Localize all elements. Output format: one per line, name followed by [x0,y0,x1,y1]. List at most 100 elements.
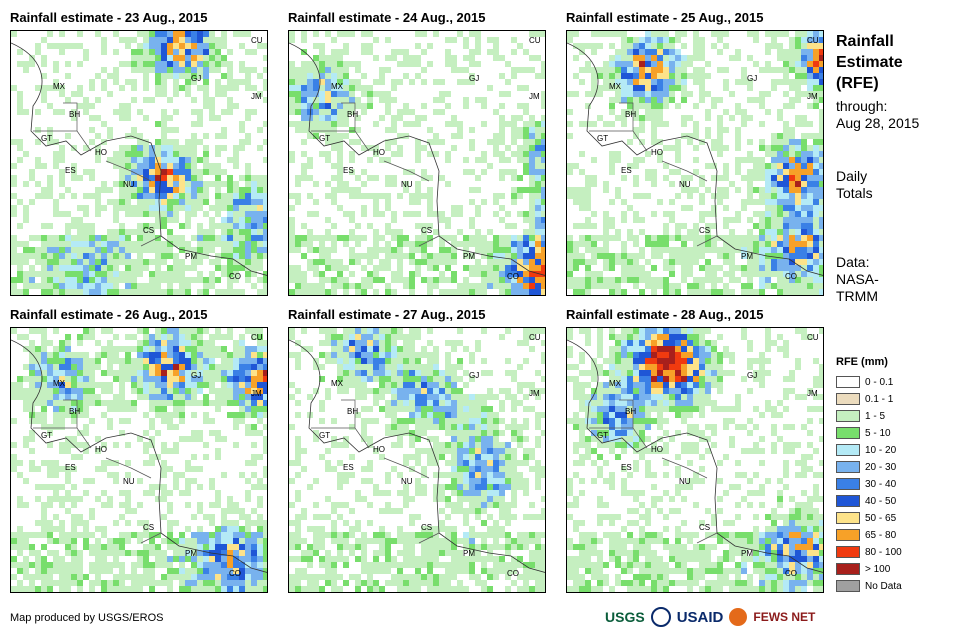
country-label-gt: GT [597,431,608,440]
country-label-cu: CU [251,333,263,342]
panel-title-1: Rainfall estimate - 23 Aug., 2015 [10,10,208,25]
legend-item: 1 - 5 [836,408,885,424]
rainfall-raster: CU GJ JM MX BH GT HO ES NU CS PM CO [567,31,823,295]
country-label-cs: CS [421,226,432,235]
country-label-bh: BH [347,110,358,119]
legend-label: 30 - 40 [865,478,897,490]
fews-globe-icon [729,608,748,626]
country-label-ho: HO [651,445,663,454]
country-label-pm: PM [185,252,197,261]
country-label-nu: NU [123,477,135,486]
country-label-gt: GT [41,134,52,143]
data-line-2: NASA- [836,271,879,287]
country-label-co: CO [785,569,797,578]
rainfall-raster: CU GJ JM MX BH GT HO ES NU CS PM CO [567,328,823,592]
legend-item: 80 - 100 [836,544,902,560]
through-date: Aug 28, 2015 [836,115,920,131]
legend-swatch [836,427,860,439]
country-borders [589,102,718,247]
rainfall-map-1: CU GJ JM MX BH GT HO ES NU CS PM CO [10,30,268,296]
map-credit: Map produced by USGS/EROS [10,612,164,624]
legend-label: 10 - 20 [865,444,897,456]
legend-swatch [836,478,860,490]
legend-heading: Rainfall Estimate (RFE) [836,31,903,94]
country-label-cs: CS [421,523,432,532]
country-borders [589,399,718,544]
data-source-block: Data: NASA- TRMM [836,254,879,305]
usaid-logo: USAID [676,608,724,626]
country-label-bh: BH [625,407,636,416]
rainfall-raster: CU GJ JM MX BH GT HO ES NU CS PM CO [11,31,267,295]
legend-swatch [836,461,860,473]
country-label-jm: JM [251,389,262,398]
country-label-nu: NU [123,180,135,189]
rainfall-map-2: CU GJ JM MX BH GT HO ES NU CS PM CO [288,30,546,296]
country-label-mx: MX [331,82,344,91]
country-label-cs: CS [699,226,710,235]
country-label-cu: CU [807,36,819,45]
country-label-nu: NU [679,477,691,486]
country-label-gt: GT [319,134,330,143]
legend-item: 5 - 10 [836,425,891,441]
panel-title-2: Rainfall estimate - 24 Aug., 2015 [288,10,486,25]
country-borders [33,399,162,544]
rainfall-map-6: CU GJ JM MX BH GT HO ES NU CS PM CO [566,327,824,593]
country-label-co: CO [229,272,241,281]
legend-label: 0.1 - 1 [865,393,894,405]
through-label: through: [836,98,888,114]
data-line-1: Data: [836,254,870,270]
country-borders [33,102,162,247]
legend-title: RFE (mm) [836,356,888,368]
legend-swatch [836,529,860,541]
country-label-gj: GJ [747,371,757,380]
legend-item: No Data [836,578,902,594]
country-label-cu: CU [807,333,819,342]
rainfall-raster: CU GJ JM MX BH GT HO ES NU CS PM CO [11,328,267,592]
legend-item: 65 - 80 [836,527,896,543]
country-label-bh: BH [69,110,80,119]
data-line-3: TRMM [836,288,878,304]
legend-label: 0 - 0.1 [865,376,894,388]
legend-label: 20 - 30 [865,461,897,473]
rainfall-raster: CU GJ JM MX BH GT HO ES NU CS PM CO [289,328,545,592]
legend-label: 80 - 100 [865,546,902,558]
legend-item: 40 - 50 [836,493,896,509]
legend-label: 1 - 5 [865,410,886,422]
country-label-mx: MX [53,82,66,91]
legend-label: 40 - 50 [865,495,897,507]
country-label-co: CO [507,569,519,578]
country-label-es: ES [343,166,354,175]
coastline [289,42,545,276]
legend-item: 10 - 20 [836,442,896,458]
country-label-bh: BH [347,407,358,416]
country-label-gj: GJ [747,74,757,83]
country-label-cu: CU [529,333,541,342]
coastline [289,339,545,573]
country-label-bh: BH [625,110,636,119]
country-label-es: ES [621,166,632,175]
panel-title-3: Rainfall estimate - 25 Aug., 2015 [566,10,764,25]
country-label-es: ES [65,166,76,175]
daily-line-1: Daily [836,168,868,184]
country-borders [311,102,440,247]
country-label-ho: HO [373,445,385,454]
country-label-es: ES [621,463,632,472]
legend-swatch [836,376,860,388]
country-label-pm: PM [463,252,475,261]
country-label-es: ES [343,463,354,472]
heading-line-3: (RFE) [836,75,879,92]
country-label-pm: PM [463,549,475,558]
logo-strip: USGS USAID FEWS NET [605,603,815,631]
country-label-mx: MX [53,379,66,388]
heading-line-2: Estimate [836,54,903,71]
legend-item: 30 - 40 [836,476,896,492]
coastline [11,42,267,276]
daily-line-2: Totals [836,185,873,201]
country-label-mx: MX [331,379,344,388]
legend-swatch [836,444,860,456]
country-label-cu: CU [529,36,541,45]
country-label-ho: HO [95,445,107,454]
country-label-cs: CS [143,523,154,532]
country-label-jm: JM [807,92,818,101]
legend-label: 50 - 65 [865,512,897,524]
